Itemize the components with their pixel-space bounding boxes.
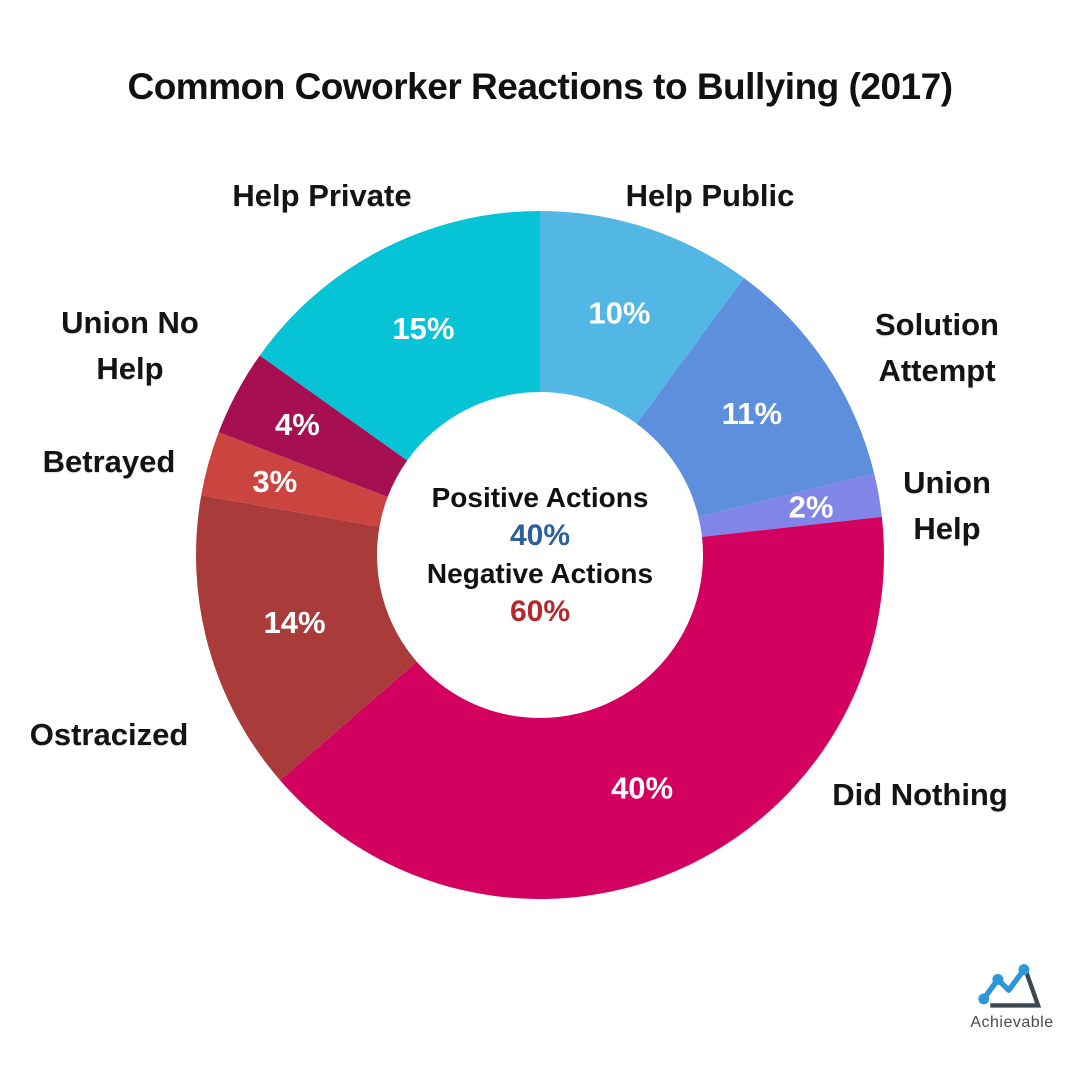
line-chart-icon [978,964,1042,1008]
slice-value-union-no-help: 4% [275,407,320,442]
achievable-logo: Achievable [957,962,1067,1032]
slice-label-union-help: Union Help [903,465,991,546]
positive-actions-value: 40% [509,519,571,552]
slice-value-solution-attempt: 11% [722,396,782,431]
slice-did-nothing [280,516,884,900]
slice-value-did-nothing: 40% [611,770,673,805]
center-summary: Positive Actions 40% Negative Actions 60… [427,479,653,631]
slice-label-did-nothing: Did Nothing [832,777,1008,812]
slice-label-help-public: Help Public [625,178,795,213]
logo-text: Achievable [970,1014,1054,1031]
slice-value-help-public: 10% [588,295,650,330]
negative-actions-value: 60% [509,595,571,628]
slice-label-solution-attempt: Solution Attempt [875,307,999,388]
slice-label-help-private: Help Private [232,178,412,213]
slice-help-private [259,211,540,461]
slice-union-help [698,473,882,537]
slice-label-union-no-help: Union No Help [61,305,199,386]
positive-actions-label: Positive Actions [431,482,649,513]
chart-title: Common Coworker Reactions to Bullying (2… [127,66,953,107]
slice-value-help-private: 15% [392,311,454,346]
slice-value-union-help: 2% [789,489,834,524]
slice-label-ostracized: Ostracized [29,717,189,752]
slice-solution-attempt [636,277,875,517]
slice-betrayed [201,432,388,527]
slice-value-betrayed: 3% [252,464,297,499]
slice-union-no-help [218,355,408,497]
negative-actions-label: Negative Actions [426,558,654,589]
slice-help-public [540,211,744,424]
slice-ostracized [196,495,417,781]
slice-label-betrayed: Betrayed [42,444,176,479]
slice-value-ostracized: 14% [264,605,326,640]
